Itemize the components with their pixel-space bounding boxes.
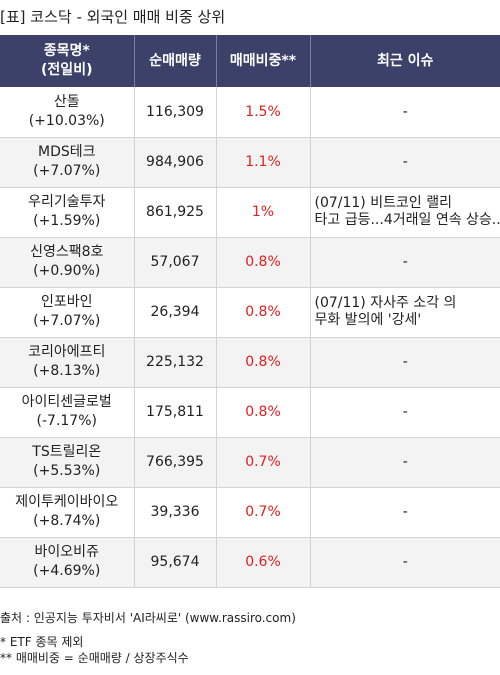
stock-name: 신영스팩8호: [30, 244, 104, 260]
recent-issue-cell: -: [310, 237, 500, 288]
recent-issue-line: 무화 발의에 '강세': [314, 312, 422, 328]
table-row: 인포바인 (+7.07%) 26,394 0.8% (07/11) 자사주 소각 의 무화…: [0, 287, 500, 338]
recent-issue-cell: -: [310, 537, 500, 588]
trading-ratio-cell: 0.8%: [216, 287, 311, 338]
recent-issue-empty: -: [402, 504, 408, 520]
column-header-issue: 최근 이슈: [310, 35, 500, 87]
net-volume-cell: 57,067: [134, 237, 217, 288]
stock-name-cell: 우리기술투자 (+1.59%): [0, 187, 135, 238]
recent-issue-cell: (07/11) 비트코인 랠리 타고 급등...4거래일 연속 상승...: [310, 187, 500, 238]
table-row: MDS테크 (+7.07%) 984,906 1.1% -: [0, 137, 500, 188]
table-row: 우리기술투자 (+1.59%) 861,925 1% (07/11) 비트코인 랠리 타고…: [0, 187, 500, 238]
recent-issue-empty: -: [402, 354, 408, 370]
footnote-ratio-definition: ** 매매비중 = 순매매량 / 상장주식수: [0, 651, 189, 665]
trading-ratio-cell: 1%: [216, 187, 311, 238]
net-volume-cell: 26,394: [134, 287, 217, 338]
table-row: 신영스팩8호 (+0.90%) 57,067 0.8% -: [0, 237, 500, 288]
net-volume-cell: 861,925: [134, 187, 217, 238]
foreign-trading-table: 종목명* (전일비) 순매매량 매매비중** 최근 이슈 산돌 (+10.03%)…: [0, 35, 500, 588]
stock-name-cell: 아이티센글로벌 (-7.17%): [0, 387, 135, 438]
stock-change: (+4.69%): [33, 563, 101, 579]
trading-ratio-cell: 0.8%: [216, 237, 311, 288]
footnote-etf: * ETF 종목 제외: [0, 635, 84, 649]
net-volume-cell: 766,395: [134, 437, 217, 488]
recent-issue-empty: -: [402, 103, 408, 120]
recent-issue-text: (07/11) 자사주 소각 의 무화 발의에 '강세': [311, 295, 500, 329]
stock-change: (-7.17%): [36, 413, 97, 429]
net-volume-cell: 225,132: [134, 337, 217, 388]
stock-change: (+0.90%): [33, 263, 101, 279]
stock-change: (+10.03%): [28, 112, 105, 129]
stock-change: (+8.13%): [33, 363, 101, 379]
table-body: 산돌 (+10.03%) 116,309 1.5% - MDS테크 (+7.07%) 984,…: [0, 87, 500, 588]
trading-ratio-cell: 0.8%: [216, 337, 311, 388]
stock-name: 산돌: [53, 93, 80, 110]
recent-issue-cell: (07/11) 자사주 소각 의 무화 발의에 '강세': [310, 287, 500, 338]
stock-change: (+7.07%): [33, 313, 101, 329]
table-row: 제이투케이바이오 (+8.74%) 39,336 0.7% -: [0, 487, 500, 538]
trading-ratio-cell: 0.6%: [216, 537, 311, 588]
column-header-ratio: 매매비중**: [216, 35, 311, 87]
stock-name-cell: TS트릴리온 (+5.53%): [0, 437, 135, 488]
trading-ratio-cell: 1.5%: [216, 87, 311, 138]
net-volume-cell: 984,906: [134, 137, 217, 188]
stock-name-cell: 제이투케이바이오 (+8.74%): [0, 487, 135, 538]
stock-name-cell: 코리아에프티 (+8.13%): [0, 337, 135, 388]
recent-issue-line: (07/11) 자사주 소각 의: [314, 295, 457, 311]
recent-issue-empty: -: [402, 254, 408, 270]
table-row: 바이오비쥬 (+4.69%) 95,674 0.6% -: [0, 537, 500, 588]
table-row: 산돌 (+10.03%) 116,309 1.5% -: [0, 87, 500, 138]
stock-change: (+7.07%): [33, 163, 101, 179]
stock-name: 제이투케이바이오: [15, 494, 119, 510]
stock-name: 우리기술투자: [28, 194, 106, 210]
stock-name: 바이오비쥬: [34, 544, 99, 560]
table-row: 아이티센글로벌 (-7.17%) 175,811 0.8% -: [0, 387, 500, 438]
net-volume-cell: 95,674: [134, 537, 217, 588]
stock-name: 인포바인: [40, 294, 93, 310]
stock-name-cell: 산돌 (+10.03%): [0, 87, 135, 138]
stock-name-cell: 신영스팩8호 (+0.90%): [0, 237, 135, 288]
recent-issue-cell: -: [310, 87, 500, 138]
stock-name: MDS테크: [37, 144, 96, 160]
recent-issue-cell: -: [310, 337, 500, 388]
trading-ratio-cell: 0.7%: [216, 487, 311, 538]
stock-name: 아이티센글로벌: [21, 394, 112, 410]
trading-ratio-cell: 0.8%: [216, 387, 311, 438]
stock-name-cell: MDS테크 (+7.07%): [0, 137, 135, 188]
net-volume-cell: 116,309: [134, 87, 217, 138]
recent-issue-line: (07/11) 비트코인 랠리: [314, 195, 452, 211]
source-note: 출처 : 인공지능 투자비서 'AI라씨로' (www.rassiro.com): [0, 611, 296, 625]
stock-name-cell: 바이오비쥬 (+4.69%): [0, 537, 135, 588]
recent-issue-cell: -: [310, 387, 500, 438]
recent-issue-empty: -: [402, 154, 408, 170]
net-volume-cell: 175,811: [134, 387, 217, 438]
stock-name: TS트릴리온: [32, 444, 102, 460]
table-row: TS트릴리온 (+5.53%) 766,395 0.7% -: [0, 437, 500, 488]
stock-name-cell: 인포바인 (+7.07%): [0, 287, 135, 338]
recent-issue-cell: -: [310, 137, 500, 188]
table-row: 코리아에프티 (+8.13%) 225,132 0.8% -: [0, 337, 500, 388]
recent-issue-empty: -: [402, 454, 408, 470]
trading-ratio-cell: 0.7%: [216, 437, 311, 488]
recent-issue-line: 타고 급등...4거래일 연속 상승...: [314, 212, 500, 228]
stock-name: 코리아에프티: [28, 344, 106, 360]
column-header-name: 종목명* (전일비): [0, 35, 135, 87]
page-title: [표] 코스닥 - 외국인 매매 비중 상위: [0, 8, 226, 26]
stock-change: (+5.53%): [33, 463, 101, 479]
recent-issue-empty: -: [402, 554, 408, 570]
net-volume-cell: 39,336: [134, 487, 217, 538]
recent-issue-cell: -: [310, 487, 500, 538]
recent-issue-cell: -: [310, 437, 500, 488]
stock-change: (+8.74%): [33, 513, 101, 529]
trading-ratio-cell: 1.1%: [216, 137, 311, 188]
recent-issue-text: (07/11) 비트코인 랠리 타고 급등...4거래일 연속 상승...: [311, 195, 500, 229]
column-header-volume: 순매매량: [134, 35, 217, 87]
table-header-row: 종목명* (전일비) 순매매량 매매비중** 최근 이슈: [0, 35, 500, 87]
recent-issue-empty: -: [402, 404, 408, 420]
stock-change: (+1.59%): [33, 213, 101, 229]
